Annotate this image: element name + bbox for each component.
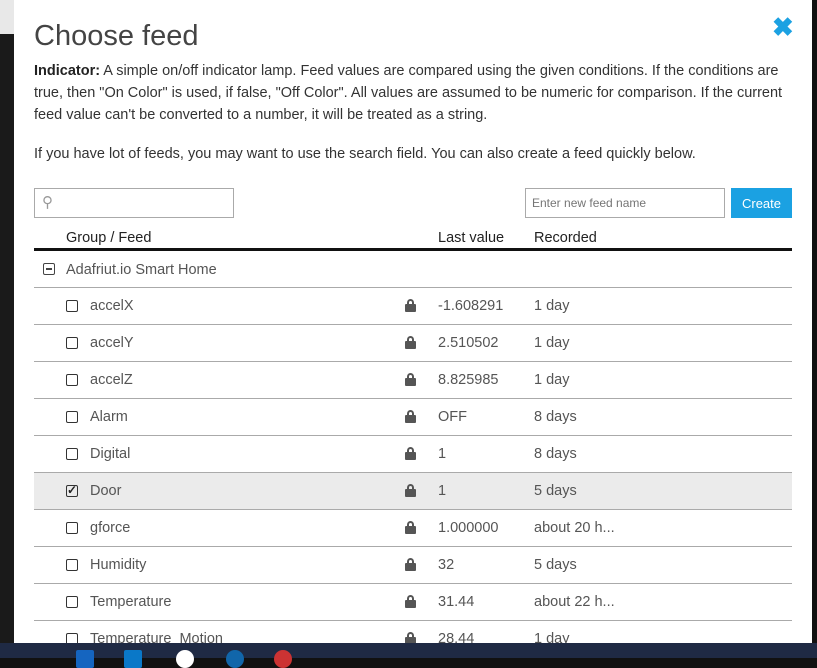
last-value: 1 [438, 483, 447, 499]
lock-icon [405, 373, 416, 386]
modal-title: Choose feed [34, 20, 199, 52]
recorded: about 20 h... [534, 520, 615, 536]
taskbar-app-icon[interactable] [124, 650, 142, 668]
table-header: Group / Feed Last value Recorded [34, 228, 792, 251]
last-value: 31.44 [438, 594, 475, 610]
collapse-icon[interactable] [43, 263, 55, 275]
table-row[interactable]: accelZ 8.825985 1 day [34, 362, 792, 399]
feed-name: accelX [90, 298, 134, 314]
background-page [0, 0, 14, 658]
recorded: 1 day [534, 631, 570, 643]
header-recorded: Recorded [534, 230, 597, 246]
taskbar-app-icon[interactable] [226, 650, 244, 668]
taskbar [0, 643, 817, 658]
lock-icon [405, 632, 416, 643]
recorded: about 22 h... [534, 594, 615, 610]
checkbox[interactable] [66, 300, 78, 312]
checkbox[interactable] [66, 596, 78, 608]
lock-icon [405, 558, 416, 571]
lock-icon [405, 484, 416, 497]
modal-description: Indicator: A simple on/off indicator lam… [34, 60, 794, 126]
feed-name: Temperature [90, 594, 172, 610]
lock-icon [405, 521, 416, 534]
recorded: 8 days [534, 446, 577, 462]
last-value: 28.44 [438, 631, 475, 643]
description-text: A simple on/off indicator lamp. Feed val… [34, 63, 783, 123]
new-feed-name-input[interactable] [525, 188, 725, 218]
table-row[interactable]: accelY 2.510502 1 day [34, 325, 792, 362]
checkbox[interactable] [66, 411, 78, 423]
table-row[interactable]: gforce 1.000000 about 20 h... [34, 510, 792, 547]
choose-feed-modal: ✖ Choose feed Indicator: A simple on/off… [14, 0, 812, 643]
last-value: 1 [438, 446, 447, 462]
header-last-value: Last value [438, 230, 505, 246]
last-value: 8.825985 [438, 372, 499, 388]
background-strip [0, 0, 14, 34]
last-value: 2.510502 [438, 335, 499, 351]
checkbox-checked[interactable]: ✓ [66, 483, 78, 497]
checkbox[interactable] [66, 633, 78, 643]
table-row[interactable]: Digital 1 8 days [34, 436, 792, 473]
feed-name: Door [90, 483, 122, 499]
table-row[interactable]: Temperature_Motion 28.44 1 day [34, 621, 792, 643]
table-row[interactable]: Temperature 31.44 about 22 h... [34, 584, 792, 621]
recorded: 1 day [534, 372, 570, 388]
lock-icon [405, 336, 416, 349]
feed-name: gforce [90, 520, 131, 536]
recorded: 5 days [534, 557, 577, 573]
last-value: OFF [438, 409, 467, 425]
last-value: 1.000000 [438, 520, 499, 536]
last-value: -1.608291 [438, 298, 504, 314]
lock-icon [405, 299, 416, 312]
create-button[interactable]: Create [731, 188, 792, 218]
feed-name: Humidity [90, 557, 147, 573]
recorded: 8 days [534, 409, 577, 425]
lock-icon [405, 447, 416, 460]
feed-name: accelY [90, 335, 134, 351]
recorded: 1 day [534, 298, 570, 314]
lock-icon [405, 595, 416, 608]
description-label: Indicator: [34, 63, 101, 79]
recorded: 1 day [534, 335, 570, 351]
checkbox[interactable] [66, 559, 78, 571]
table-row[interactable]: Alarm OFF 8 days [34, 399, 792, 436]
feed-name: Temperature_Motion [90, 631, 223, 643]
checkbox[interactable] [66, 337, 78, 349]
feed-table: Adafriut.io Smart Home accelX -1.608291 … [34, 252, 792, 643]
checkbox[interactable] [66, 374, 78, 386]
checkbox[interactable] [66, 522, 78, 534]
recorded: 5 days [534, 483, 577, 499]
search-icon: ⚲ [42, 194, 53, 211]
group-name: Adafriut.io Smart Home [66, 262, 217, 278]
taskbar-app-icon[interactable] [176, 650, 194, 668]
feed-name: Alarm [90, 409, 128, 425]
feed-name: accelZ [90, 372, 133, 388]
table-row[interactable]: accelX -1.608291 1 day [34, 288, 792, 325]
modal-hint: If you have lot of feeds, you may want t… [34, 146, 696, 162]
taskbar-app-icon[interactable] [274, 650, 292, 668]
group-row[interactable]: Adafriut.io Smart Home [34, 252, 792, 288]
table-row[interactable]: Humidity 32 5 days [34, 547, 792, 584]
table-row[interactable]: ✓ Door 1 5 days [34, 473, 792, 510]
search-input[interactable]: ⚲ [34, 188, 234, 218]
feed-name: Digital [90, 446, 131, 462]
checkbox[interactable] [66, 448, 78, 460]
taskbar-app-icon[interactable] [76, 650, 94, 668]
header-group-feed: Group / Feed [66, 230, 152, 246]
lock-icon [405, 410, 416, 423]
last-value: 32 [438, 557, 455, 573]
close-icon[interactable]: ✖ [772, 12, 794, 42]
